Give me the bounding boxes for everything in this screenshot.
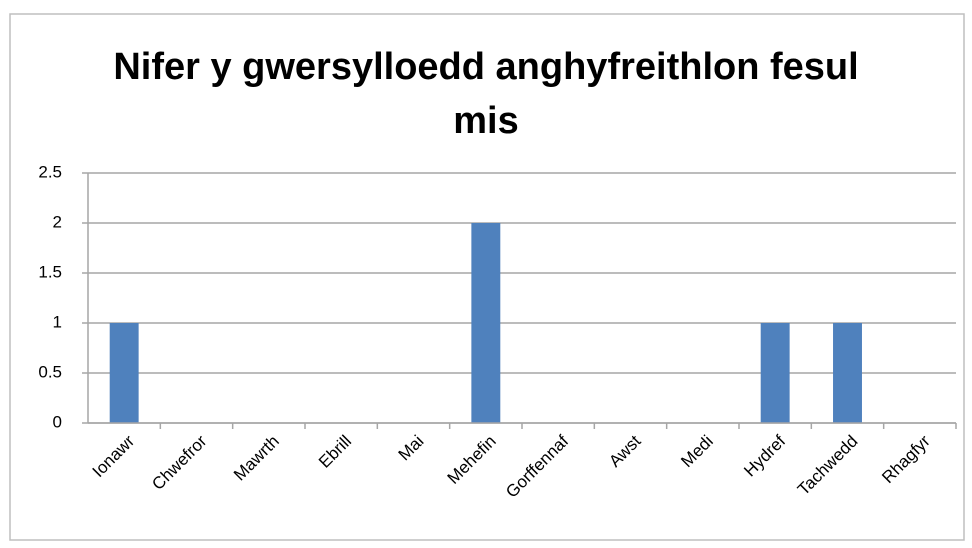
y-tick-label: 0.5	[38, 362, 62, 381]
bar	[833, 323, 862, 423]
x-tick-label: Ionawr	[89, 431, 139, 481]
bar	[471, 223, 501, 423]
bar	[109, 323, 139, 423]
y-tick-label: 2.5	[38, 162, 62, 181]
y-tick-label: 2	[53, 212, 62, 231]
bar	[760, 323, 790, 423]
x-tick-label: Mehefin	[444, 432, 500, 488]
y-tick-label: 1.5	[38, 262, 62, 281]
x-tick-label: Awst	[605, 431, 644, 470]
x-tick-label: Ebrill	[315, 432, 355, 472]
x-tick-label: Gorffennaf	[502, 431, 572, 501]
y-tick-label: 1	[53, 312, 62, 331]
x-tick-label: Mai	[395, 432, 428, 465]
x-tick-label: Medi	[677, 432, 716, 471]
x-tick-label: Rhagfyr	[878, 431, 934, 487]
y-tick-label: 0	[53, 412, 62, 431]
chart-border	[9, 13, 965, 541]
x-tick-label: Chwefror	[148, 431, 210, 493]
x-tick-label: Tachwedd	[794, 432, 862, 500]
x-tick-label: Mawrth	[230, 432, 283, 485]
chart-title: Nifer y gwersylloedd anghyfreithlon fesu…	[113, 46, 859, 142]
x-tick-label: Hydref	[740, 431, 789, 480]
